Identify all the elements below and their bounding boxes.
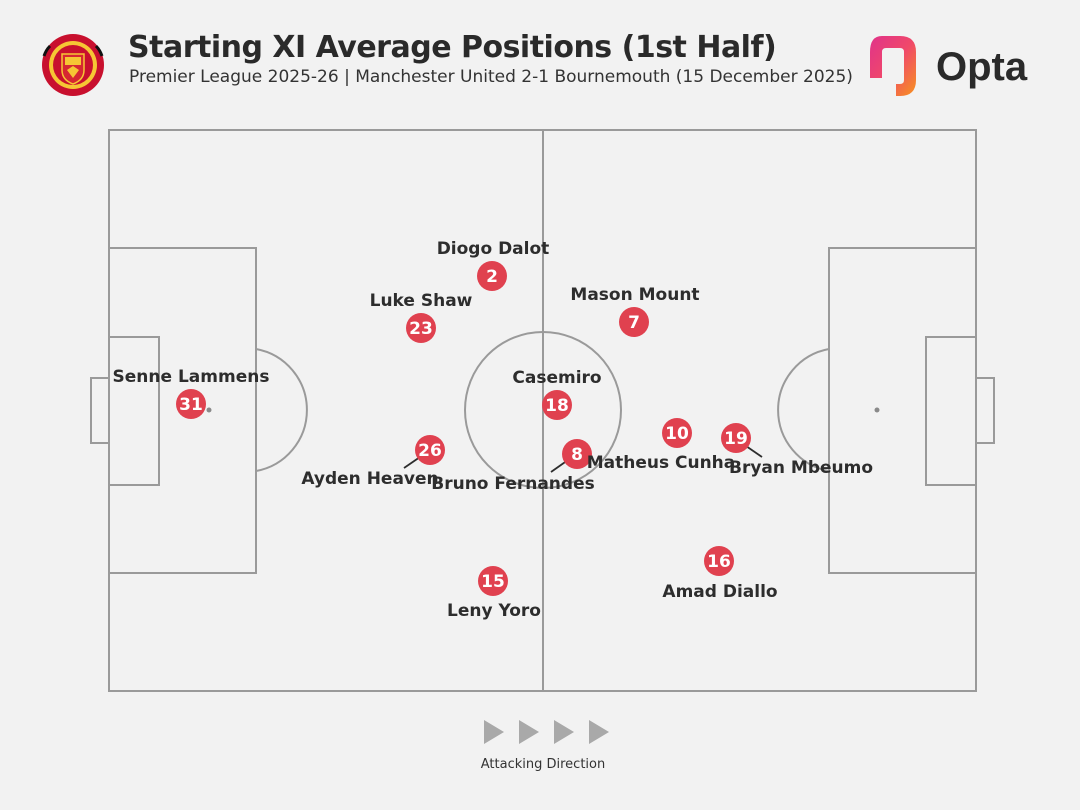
play-arrow-icon xyxy=(589,720,609,744)
player-marker: 23 Luke Shaw xyxy=(370,291,473,343)
player-number: 18 xyxy=(545,396,569,416)
player-number: 26 xyxy=(418,441,442,461)
player-marker: 2 Diogo Dalot xyxy=(437,239,550,291)
player-name: Casemiro xyxy=(512,368,601,388)
left-penalty-arc xyxy=(255,348,308,472)
player-dot xyxy=(415,435,445,465)
leader-line-ayden-heaven xyxy=(403,456,421,469)
player-number: 7 xyxy=(628,313,640,333)
player-dot xyxy=(176,389,206,419)
player-name: Mason Mount xyxy=(570,285,699,305)
player-number: 16 xyxy=(707,552,731,572)
page-subtitle: Premier League 2025-26 | Manchester Unit… xyxy=(129,67,853,87)
play-arrow-icon xyxy=(554,720,574,744)
player-dot xyxy=(562,439,592,469)
player-marker: 31 Senne Lammens xyxy=(113,367,270,419)
play-arrow-icon xyxy=(519,720,539,744)
player-number: 8 xyxy=(571,445,583,465)
player-name: Diogo Dalot xyxy=(437,239,550,259)
player-name: Bryan Mbeumo xyxy=(729,458,873,478)
player-name: Luke Shaw xyxy=(370,291,473,311)
play-arrow-icon xyxy=(484,720,504,744)
player-number: 2 xyxy=(486,267,498,287)
player-name: Matheus Cunha xyxy=(587,453,736,473)
player-name: Bruno Fernandes xyxy=(431,474,594,494)
left-penalty-spot xyxy=(206,407,212,413)
player-name: Senne Lammens xyxy=(113,367,270,387)
right-penalty-arc xyxy=(777,348,830,472)
player-dot xyxy=(477,261,507,291)
player-name: Leny Yoro xyxy=(447,601,541,621)
player-dot xyxy=(406,313,436,343)
player-name: Ayden Heaven xyxy=(301,469,438,489)
player-dot xyxy=(478,566,508,596)
player-marker: 10 Matheus Cunha xyxy=(587,418,736,473)
page-title: Starting XI Average Positions (1st Half) xyxy=(128,30,777,65)
player-marker: 19 Bryan Mbeumo xyxy=(721,423,873,478)
centre-circle xyxy=(464,331,622,489)
attacking-direction-label: Attacking Direction xyxy=(480,757,606,772)
left-goal xyxy=(90,377,110,444)
player-name: Amad Diallo xyxy=(662,582,777,602)
right-six-yard-box xyxy=(925,336,977,486)
right-goal xyxy=(975,377,995,444)
player-marker: 26 Ayden Heaven xyxy=(301,435,445,489)
player-marker: 18 Casemiro xyxy=(512,368,602,420)
player-number: 15 xyxy=(481,572,505,592)
player-number: 31 xyxy=(179,395,203,415)
opta-logo-icon: Opta xyxy=(870,36,1028,96)
player-dot xyxy=(704,546,734,576)
player-number: 19 xyxy=(724,429,748,449)
attacking-direction-arrows xyxy=(484,720,609,744)
left-six-yard-box xyxy=(108,336,160,486)
right-penalty-spot xyxy=(874,407,880,413)
right-penalty-area xyxy=(828,247,977,574)
player-dot xyxy=(662,418,692,448)
leader-line-bryan-mbeumo xyxy=(745,445,763,458)
player-marker: 7 Mason Mount xyxy=(570,285,700,337)
player-marker: 8 Bruno Fernandes xyxy=(431,439,595,494)
player-number: 23 xyxy=(409,319,433,339)
opta-brand-text: Opta xyxy=(936,45,1028,89)
player-marker: 15 Leny Yoro xyxy=(447,566,541,621)
player-dot xyxy=(542,390,572,420)
player-dot xyxy=(619,307,649,337)
player-marker: 16 Amad Diallo xyxy=(662,546,778,602)
player-dot xyxy=(721,423,751,453)
manchester-united-crest-icon xyxy=(42,34,104,96)
player-number: 10 xyxy=(665,424,689,444)
